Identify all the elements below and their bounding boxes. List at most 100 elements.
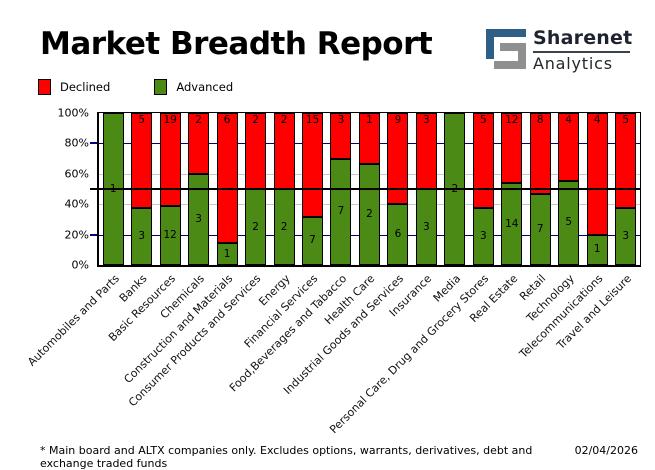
bar-value-advanced: 14 xyxy=(505,217,519,230)
bar-value-declined: 4 xyxy=(593,114,601,127)
brand-name: Sharenet xyxy=(533,27,633,49)
legend-item-advanced: Advanced xyxy=(154,79,233,95)
bar-segment-declined: 2 xyxy=(188,113,210,174)
bar-value-advanced: 1 xyxy=(593,243,601,256)
bar-value-declined: 3 xyxy=(423,114,430,126)
bar-segment-declined: 4 xyxy=(586,113,608,235)
brand-text: Sharenet Analytics xyxy=(533,29,632,72)
bar-segment-declined: 12 xyxy=(501,113,523,184)
brand-divider xyxy=(533,51,630,53)
stacked-bar: 19 12 xyxy=(159,113,181,265)
bar-segment-declined: 2 xyxy=(245,113,267,189)
declined-swatch-icon xyxy=(38,79,51,95)
bar-value-declined: 5 xyxy=(138,114,146,126)
bar-value-declined: 9 xyxy=(394,114,402,127)
bar-segment-advanced: 7 xyxy=(529,194,551,265)
bar-segment-advanced: 7 xyxy=(330,158,352,265)
bar-segment-advanced: 5 xyxy=(558,180,580,265)
bar-segment-declined: 5 xyxy=(131,113,153,208)
bar-value-declined: 19 xyxy=(163,114,177,127)
bar-value-declined: 5 xyxy=(479,114,487,126)
bar-value-declined: 8 xyxy=(536,114,544,127)
bar-value-advanced: 3 xyxy=(479,230,487,242)
bar-segment-advanced: 3 xyxy=(188,173,210,265)
bar-segment-advanced: 3 xyxy=(472,208,494,265)
bar-segment-advanced: 7 xyxy=(302,216,324,265)
footer: * Main board and ALTX companies only. Ex… xyxy=(0,444,655,470)
reference-line-50pct xyxy=(90,188,640,190)
bar-segment-advanced: 6 xyxy=(387,204,409,265)
bar-value-advanced: 3 xyxy=(138,230,146,242)
bar-segment-declined: 5 xyxy=(472,113,494,208)
y-tick-label: 80% xyxy=(64,136,89,150)
legend-label: Declined xyxy=(60,80,111,94)
bar-value-advanced: 7 xyxy=(337,205,345,218)
bar-segment-advanced: 2 xyxy=(273,189,295,265)
bar-segment-advanced: 1 xyxy=(216,243,238,265)
bar-slot: 12 14 xyxy=(498,113,526,265)
bar-segment-declined: 2 xyxy=(273,113,295,189)
sharenet-logo-icon xyxy=(486,29,526,69)
x-axis-labels: Automobiles and Parts Banks Basic Resource… xyxy=(25,271,640,451)
bar-segment-declined: 8 xyxy=(529,113,551,195)
bar-value-declined: 5 xyxy=(622,114,630,126)
bar-segment-declined: 5 xyxy=(615,113,637,208)
bar-value-advanced: 3 xyxy=(423,220,430,233)
bar-segment-advanced: 2 xyxy=(245,189,267,265)
brand-subtitle: Analytics xyxy=(533,54,613,73)
bar-segment-declined: 9 xyxy=(387,113,409,205)
bar-value-advanced: 7 xyxy=(536,223,544,236)
bar-value-declined: 2 xyxy=(252,114,259,126)
bar-segment-advanced: 14 xyxy=(501,183,523,265)
stacked-bar: 15 7 xyxy=(302,113,324,265)
y-tick-label: 0% xyxy=(71,258,89,272)
bar-value-declined: 15 xyxy=(305,114,320,127)
x-category-label-text: Automobiles and Parts xyxy=(24,272,122,369)
bar-value-advanced: 1 xyxy=(223,247,231,260)
bar-value-advanced: 3 xyxy=(622,230,630,242)
report-date: 02/04/2026 xyxy=(574,444,638,457)
page-title: Market Breadth Report xyxy=(40,26,433,62)
bar-value-declined: 3 xyxy=(337,114,345,127)
bar-segment-advanced: 12 xyxy=(159,206,181,265)
bar-value-declined: 2 xyxy=(280,114,288,126)
bars-layer: 1531912236122221573712963325312148745415… xyxy=(99,113,640,265)
bar-segment-declined: 3 xyxy=(330,113,352,159)
bar-value-advanced: 7 xyxy=(309,234,316,247)
bar-segment-declined: 6 xyxy=(216,113,238,244)
bar-value-advanced: 2 xyxy=(280,220,288,233)
bar-value-declined: 4 xyxy=(565,114,573,127)
brand-logo: Sharenet Analytics xyxy=(486,29,632,72)
bar-value-declined: 2 xyxy=(195,114,202,127)
y-tick-label: 40% xyxy=(64,197,89,211)
bar-segment-declined: 3 xyxy=(415,113,437,189)
bar-value-advanced: 2 xyxy=(366,207,373,220)
y-tick-mark xyxy=(90,142,97,145)
bar-value-advanced: 3 xyxy=(195,212,202,225)
bar-segment-advanced: 3 xyxy=(415,189,437,265)
bar-segment-advanced: 2 xyxy=(358,163,380,265)
bar-segment-declined: 19 xyxy=(159,113,181,207)
